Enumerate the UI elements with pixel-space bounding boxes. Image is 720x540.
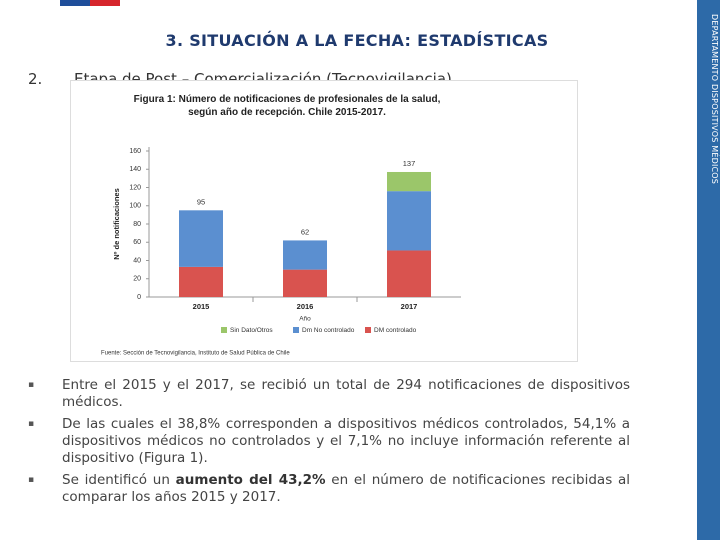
- side-bar: [697, 0, 720, 540]
- bar-segment: [283, 269, 327, 297]
- flag-blue: [60, 0, 90, 6]
- y-tick-label: 100: [129, 203, 141, 210]
- y-tick-label: 60: [133, 239, 141, 246]
- y-tick-label: 140: [129, 166, 141, 173]
- y-tick-label: 160: [129, 148, 141, 155]
- bullet-text: en el número de notificaciones recibidas…: [62, 472, 630, 505]
- y-tick-label: 120: [129, 184, 141, 191]
- bar-segment: [283, 240, 327, 270]
- chart-title: Figura 1: Número de notificaciones de pr…: [134, 94, 441, 118]
- legend-swatch: [221, 327, 227, 333]
- x-tick-label: 2016: [297, 302, 314, 311]
- chart: Figura 1: Número de notificaciones de pr…: [101, 94, 461, 357]
- bullet: Se identificó un aumento del 43,2% en el…: [28, 472, 630, 506]
- legend-label: Dm No controlado: [302, 327, 355, 334]
- legend-swatch: [293, 327, 299, 333]
- bar-segment: [387, 171, 431, 192]
- y-tick-label: 20: [133, 276, 141, 283]
- x-tick-label: 2017: [401, 302, 418, 311]
- y-tick-label: 0: [137, 294, 141, 301]
- bullet-text: Entre el 2015 y el 2017, se recibió un t…: [62, 377, 630, 410]
- bar-segment: [387, 250, 431, 297]
- bullet: De las cuales el 38,8% corresponden a di…: [28, 416, 630, 467]
- x-tick-label: 2015: [193, 302, 210, 311]
- bullet-list: Entre el 2015 y el 2017, se recibió un t…: [28, 377, 630, 511]
- x-axis-label: Año: [299, 316, 311, 323]
- total-label: 137: [403, 159, 416, 168]
- bullet: Entre el 2015 y el 2017, se recibió un t…: [28, 377, 630, 411]
- bar-segment: [387, 191, 431, 251]
- chart-source: Fuente: Sección de Tecnovigilancia, Inst…: [101, 351, 290, 357]
- total-label: 62: [301, 227, 309, 236]
- y-tick-label: 80: [133, 221, 141, 228]
- bullet-text: Se identificó un: [62, 472, 176, 488]
- flag-red: [90, 0, 120, 6]
- heading: 3. SITUACIÓN A LA FECHA: ESTADÍSTICAS: [165, 31, 549, 50]
- y-axis-label: Nº de notificaciones: [112, 188, 121, 260]
- y-tick-label: 40: [133, 257, 141, 264]
- subheading-number: 2.: [28, 70, 43, 88]
- chart-frame: Figura 1: Número de notificaciones de pr…: [70, 80, 578, 362]
- bar-segment: [179, 266, 223, 297]
- legend-swatch: [365, 327, 371, 333]
- legend-label: DM controlado: [374, 327, 417, 334]
- legend-label: Sin Dato/Otros: [230, 327, 273, 334]
- total-label: 95: [197, 197, 205, 206]
- bar-segment: [179, 210, 223, 267]
- bullet-text: aumento del 43,2%: [175, 472, 326, 488]
- side-label: DEPARTAMENTO DISPOSITIVOS MÉDICOS: [710, 14, 719, 185]
- bullet-text: De las cuales el 38,8% corresponden a di…: [62, 416, 630, 466]
